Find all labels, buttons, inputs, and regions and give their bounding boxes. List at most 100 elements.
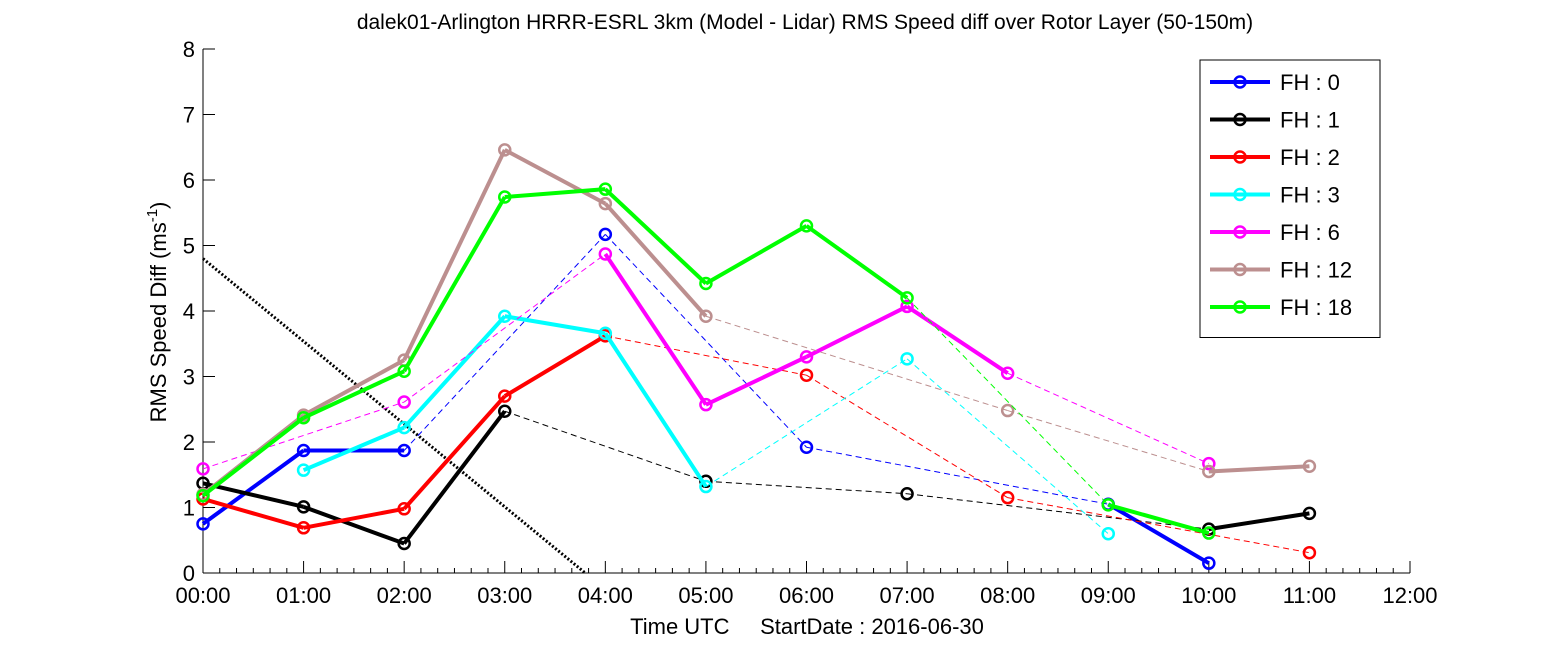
data-point xyxy=(296,463,311,477)
data-point xyxy=(1202,464,1216,479)
series-segment xyxy=(1208,464,1310,474)
series-gap-segment xyxy=(806,374,1008,499)
series-segment xyxy=(905,304,1009,375)
series-gap-segment xyxy=(604,234,807,448)
series-segment xyxy=(402,196,507,373)
series-gap-segment xyxy=(605,335,807,376)
y-axis-label: RMS Speed Diff (ms-1) xyxy=(144,202,171,423)
data-point xyxy=(397,502,411,516)
legend-label: FH : 0 xyxy=(1280,70,1340,95)
y-tick-label: 7 xyxy=(183,103,195,128)
data-point xyxy=(699,479,713,494)
data-point xyxy=(1000,490,1015,505)
series-segment xyxy=(503,334,607,398)
legend-label: FH : 12 xyxy=(1280,258,1352,283)
series-gap-segment xyxy=(1007,410,1209,472)
y-tick-label: 6 xyxy=(183,168,195,193)
reference-line xyxy=(202,257,587,575)
x-axis-label: Time UTC StartDate : 2016-06-30 xyxy=(630,614,984,639)
data-point xyxy=(1302,506,1317,521)
series-segment xyxy=(1107,502,1210,535)
y-tick-label: 4 xyxy=(183,299,195,324)
data-point xyxy=(598,247,613,261)
data-point xyxy=(397,395,411,409)
y-tick-label: 3 xyxy=(183,365,195,390)
data-point xyxy=(498,404,512,418)
series-segment xyxy=(303,506,405,530)
data-point xyxy=(598,182,613,196)
legend-swatch-marker xyxy=(1233,262,1247,277)
data-point xyxy=(397,536,411,551)
series-gap-segment xyxy=(202,401,405,470)
dotted-reference-line xyxy=(202,257,587,575)
data-point xyxy=(699,397,713,412)
series-gap-segment xyxy=(504,410,707,482)
data-point xyxy=(1000,403,1015,418)
series-layer xyxy=(196,143,1317,570)
series-segment xyxy=(603,252,708,406)
x-tick-label: 10:00 xyxy=(1181,583,1236,608)
series-segment xyxy=(504,187,606,200)
series-segment xyxy=(603,332,708,488)
legend: FH : 0 FH : 1 FH : 2 FH : 3 FH : 6 FH : 12 FH … xyxy=(1199,59,1381,338)
legend-label: FH : 3 xyxy=(1280,183,1340,208)
series-segment xyxy=(402,314,507,429)
data-point xyxy=(397,443,411,458)
data-point xyxy=(598,227,613,242)
x-tick-label: 02:00 xyxy=(377,583,432,608)
series-segment xyxy=(503,148,607,206)
data-point xyxy=(196,517,210,531)
legend-swatch-marker xyxy=(1233,225,1247,239)
data-point xyxy=(296,443,311,458)
series-segment xyxy=(201,416,305,498)
series-segment xyxy=(603,187,708,285)
data-point xyxy=(598,326,613,341)
x-tick-label: 07:00 xyxy=(880,583,935,608)
series-fh2 xyxy=(196,329,1317,560)
series-segment xyxy=(402,149,507,361)
data-point xyxy=(196,462,210,476)
legend-label: FH : 1 xyxy=(1280,108,1340,133)
series-segment xyxy=(302,358,406,417)
y-axis-label-main: RMS Speed Diff (ms xyxy=(146,222,171,422)
y-tick-label: 5 xyxy=(183,234,195,259)
series-gap-segment xyxy=(907,493,1209,530)
data-point xyxy=(296,411,311,425)
series-segment xyxy=(805,304,908,359)
series-segment xyxy=(202,497,305,530)
data-point xyxy=(498,143,512,157)
y-tick-label: 1 xyxy=(183,496,195,521)
legend-swatch-marker xyxy=(1233,300,1247,314)
data-point xyxy=(498,190,512,204)
data-point xyxy=(1202,556,1216,570)
series-segment xyxy=(805,224,909,300)
series-gap-segment xyxy=(806,446,1109,505)
data-point xyxy=(900,291,914,305)
data-point xyxy=(296,521,311,535)
legend-label: FH : 6 xyxy=(1280,220,1340,245)
data-point xyxy=(598,196,613,211)
legend-swatch-marker xyxy=(1233,75,1247,89)
x-tick-label: 00:00 xyxy=(175,583,230,608)
y-tick-label: 2 xyxy=(183,430,195,455)
series-segment xyxy=(402,410,507,545)
x-tick-label: 05:00 xyxy=(678,583,733,608)
data-point xyxy=(397,364,411,379)
series-fh0 xyxy=(196,227,1216,570)
series-gap-segment xyxy=(705,480,908,495)
series-segment xyxy=(1208,511,1310,532)
legend-swatch-marker xyxy=(1233,187,1247,202)
x-tick-label: 01:00 xyxy=(276,583,331,608)
x-tick-label: 03:00 xyxy=(477,583,532,608)
data-point xyxy=(799,368,814,382)
data-point xyxy=(799,219,814,233)
series-gap-segment xyxy=(705,315,1008,412)
legend-label: FH : 2 xyxy=(1280,145,1340,170)
data-point xyxy=(1302,459,1317,473)
data-point xyxy=(498,309,512,323)
axis-ticks: 0 1 2 3 4 5 6 7 8 00:00 01:00 02:00 03:00 04:00 05:00 0… xyxy=(175,37,1437,608)
series-fh3 xyxy=(296,309,1115,541)
series-segment xyxy=(504,314,606,336)
data-point xyxy=(196,488,210,503)
